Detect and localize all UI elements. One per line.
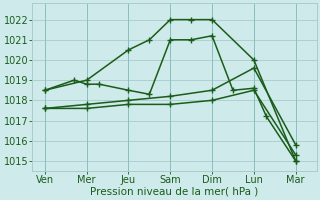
X-axis label: Pression niveau de la mer( hPa ): Pression niveau de la mer( hPa ) (90, 187, 259, 197)
